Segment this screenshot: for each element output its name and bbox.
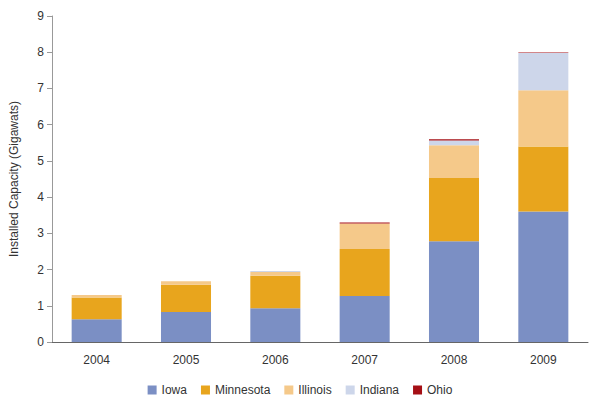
svg-text:Minnesota: Minnesota [215,383,271,397]
svg-text:2006: 2006 [262,353,289,367]
svg-text:2009: 2009 [530,353,557,367]
svg-text:3: 3 [37,226,44,240]
svg-text:Ohio: Ohio [427,383,453,397]
svg-text:7: 7 [37,81,44,95]
svg-text:Illinois: Illinois [298,383,331,397]
svg-text:2004: 2004 [83,353,110,367]
svg-text:1: 1 [37,299,44,313]
svg-text:2008: 2008 [441,353,468,367]
svg-text:4: 4 [37,190,44,204]
svg-text:8: 8 [37,45,44,59]
svg-text:Iowa: Iowa [162,383,188,397]
svg-text:2007: 2007 [351,353,378,367]
svg-text:0: 0 [37,335,44,349]
svg-text:Indiana: Indiana [360,383,400,397]
svg-text:5: 5 [37,154,44,168]
svg-text:2005: 2005 [173,353,200,367]
svg-text:6: 6 [37,118,44,132]
svg-text:Installed Capacity (Gigawats): Installed Capacity (Gigawats) [7,101,21,257]
svg-text:2: 2 [37,263,44,277]
svg-text:9: 9 [37,9,44,23]
